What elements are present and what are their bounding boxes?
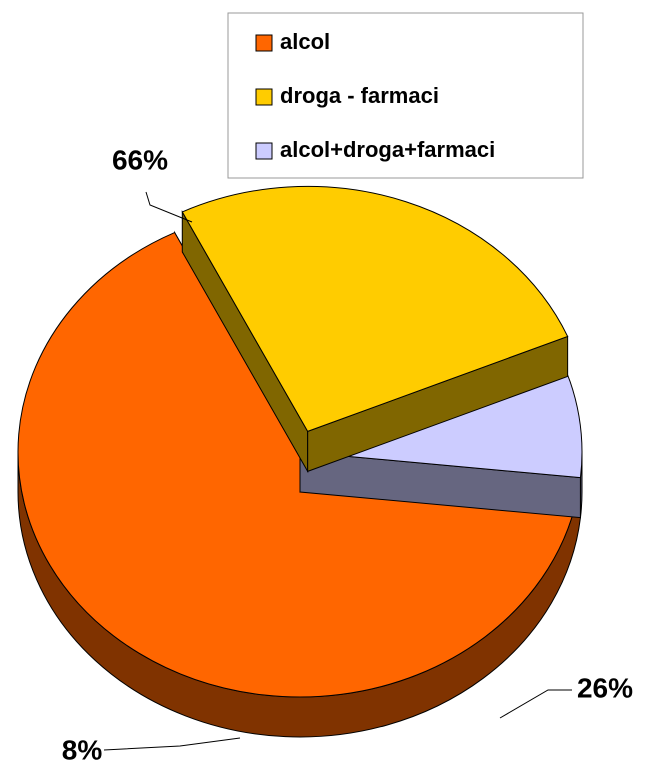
legend-swatch xyxy=(255,34,273,52)
legend-box xyxy=(227,12,584,179)
value-label: 66% xyxy=(112,144,168,175)
legend-label: alcol xyxy=(280,29,330,54)
value-label: 26% xyxy=(577,672,633,703)
legend-label: alcol+droga+farmaci xyxy=(280,137,495,162)
value-label: 8% xyxy=(62,734,103,765)
leader-line xyxy=(145,191,193,223)
pie xyxy=(17,185,583,738)
legend: alcol droga - farmaci alcol+droga+farmaci xyxy=(255,29,495,162)
value-labels: 66% 26% 8% xyxy=(62,144,633,765)
leader-line xyxy=(499,689,572,719)
leader-line xyxy=(103,737,241,751)
legend-swatch xyxy=(255,142,273,160)
legend-label: droga - farmaci xyxy=(280,83,439,108)
legend-swatch xyxy=(255,88,273,106)
slice xyxy=(181,185,569,432)
slice xyxy=(17,231,582,698)
